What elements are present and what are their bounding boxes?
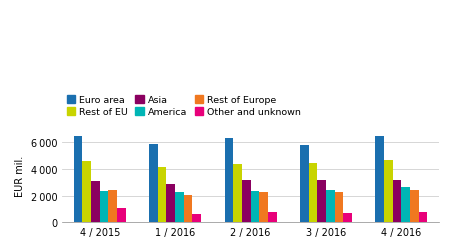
Bar — [82, 161, 91, 222]
Bar — [335, 193, 343, 222]
Bar — [167, 184, 175, 222]
Bar — [309, 163, 317, 222]
Bar — [117, 208, 126, 222]
Bar — [343, 214, 352, 222]
Bar — [74, 137, 82, 222]
Bar — [242, 180, 251, 222]
Bar — [375, 136, 384, 222]
Bar — [259, 193, 268, 222]
Bar — [393, 180, 401, 222]
Bar — [419, 212, 427, 222]
Bar — [300, 145, 309, 222]
Bar — [410, 190, 419, 222]
Bar — [91, 181, 100, 222]
Bar — [100, 191, 109, 222]
Bar — [158, 167, 167, 222]
Legend: Euro area, Rest of EU, Asia, America, Rest of Europe, Other and unknown: Euro area, Rest of EU, Asia, America, Re… — [67, 95, 301, 117]
Bar — [225, 139, 233, 222]
Bar — [109, 191, 117, 222]
Bar — [233, 164, 242, 222]
Bar — [317, 180, 326, 222]
Bar — [175, 193, 184, 222]
Bar — [149, 145, 158, 222]
Bar — [384, 160, 393, 222]
Bar — [268, 212, 276, 222]
Bar — [326, 191, 335, 222]
Bar — [184, 195, 192, 222]
Y-axis label: EUR mil.: EUR mil. — [15, 155, 25, 197]
Bar — [401, 187, 410, 222]
Bar — [251, 191, 259, 222]
Bar — [192, 214, 201, 222]
